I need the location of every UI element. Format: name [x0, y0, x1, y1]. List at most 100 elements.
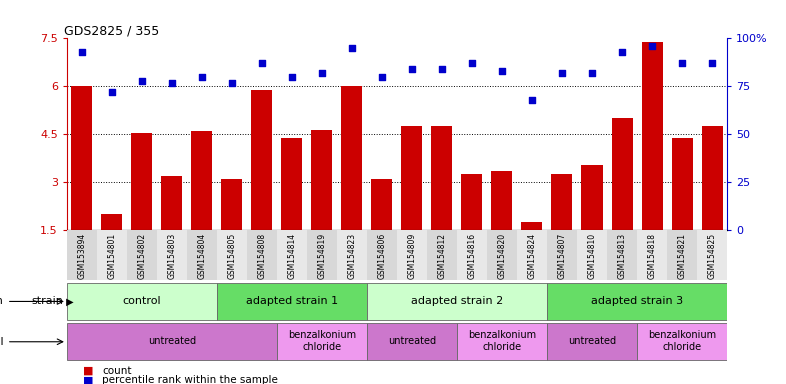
Bar [217, 230, 247, 280]
Text: adapted strain 3: adapted strain 3 [591, 296, 683, 306]
Bar [461, 174, 483, 230]
Bar [487, 230, 517, 280]
Point [196, 74, 208, 80]
Text: benzalkonium
chloride: benzalkonium chloride [288, 330, 356, 352]
Text: GSM154814: GSM154814 [288, 233, 296, 279]
Point [706, 60, 718, 66]
Bar [161, 176, 182, 230]
Point [465, 60, 478, 66]
Text: GSM154816: GSM154816 [468, 233, 476, 279]
Bar [67, 283, 217, 320]
Text: strain: strain [31, 296, 63, 306]
Bar [337, 38, 367, 230]
Bar [367, 230, 397, 280]
Text: GSM153894: GSM153894 [77, 233, 86, 279]
Text: ■: ■ [83, 366, 93, 376]
Bar [337, 230, 367, 280]
Text: percentile rank within the sample: percentile rank within the sample [102, 375, 278, 384]
Bar [222, 179, 242, 230]
Bar [67, 38, 97, 230]
Point [255, 60, 268, 66]
Bar [367, 323, 457, 360]
Text: GSM154818: GSM154818 [648, 233, 656, 279]
Text: control: control [123, 296, 161, 306]
Bar [67, 323, 277, 360]
Text: GSM154812: GSM154812 [438, 233, 446, 279]
Text: adapted strain 1: adapted strain 1 [246, 296, 338, 306]
Text: GSM154801: GSM154801 [108, 233, 116, 279]
Bar [397, 38, 427, 230]
Bar [702, 126, 722, 230]
Bar [187, 230, 217, 280]
Text: GSM154821: GSM154821 [678, 233, 686, 279]
Text: GSM154819: GSM154819 [318, 233, 326, 279]
Bar [517, 38, 547, 230]
Point [316, 70, 329, 76]
Bar [547, 323, 637, 360]
Bar [72, 86, 92, 230]
Bar [217, 38, 247, 230]
Text: GSM154825: GSM154825 [707, 233, 717, 279]
Point [406, 66, 418, 72]
Bar [341, 86, 362, 230]
Bar [457, 230, 487, 280]
Text: GSM154805: GSM154805 [227, 233, 237, 279]
Point [586, 70, 598, 76]
Text: count: count [102, 366, 132, 376]
Text: benzalkonium
chloride: benzalkonium chloride [648, 330, 716, 352]
Point [105, 89, 118, 95]
Bar [427, 230, 457, 280]
Bar [247, 38, 277, 230]
Text: untreated: untreated [148, 336, 196, 346]
Text: GDS2825 / 355: GDS2825 / 355 [64, 24, 159, 37]
Text: strain: strain [0, 296, 4, 306]
Point [615, 49, 628, 55]
Bar [217, 283, 367, 320]
Bar [101, 214, 123, 230]
Bar [491, 171, 512, 230]
Point [346, 45, 358, 51]
Bar [131, 133, 152, 230]
Bar [367, 38, 397, 230]
Point [496, 68, 509, 74]
Bar [697, 38, 727, 230]
Text: GSM154809: GSM154809 [407, 233, 417, 279]
Text: GSM154802: GSM154802 [138, 233, 146, 279]
Point [75, 49, 88, 55]
Bar [277, 323, 367, 360]
Bar [607, 230, 637, 280]
Point [556, 70, 568, 76]
Bar [67, 230, 97, 280]
Point [676, 60, 689, 66]
Text: GSM154808: GSM154808 [257, 233, 266, 279]
Bar [427, 38, 457, 230]
Bar [432, 126, 453, 230]
Bar [521, 222, 542, 230]
Text: GSM154807: GSM154807 [557, 233, 567, 279]
Point [166, 79, 178, 86]
Bar [307, 230, 337, 280]
Bar [671, 137, 692, 230]
Bar [277, 38, 307, 230]
Text: untreated: untreated [568, 336, 616, 346]
Point [435, 66, 448, 72]
Text: GSM154820: GSM154820 [498, 233, 506, 279]
Text: ■: ■ [83, 375, 93, 384]
Bar [307, 38, 337, 230]
Text: untreated: untreated [387, 336, 436, 346]
Bar [127, 230, 157, 280]
Text: GSM154813: GSM154813 [618, 233, 626, 279]
Point [285, 74, 298, 80]
Bar [281, 137, 303, 230]
Bar [641, 41, 663, 230]
Bar [457, 38, 487, 230]
Bar [577, 230, 607, 280]
Bar [552, 174, 572, 230]
Bar [191, 131, 212, 230]
Bar [157, 38, 187, 230]
Text: GSM154806: GSM154806 [377, 233, 387, 279]
Bar [637, 38, 667, 230]
Bar [97, 38, 127, 230]
Bar [277, 230, 307, 280]
Text: GSM154823: GSM154823 [347, 233, 356, 279]
